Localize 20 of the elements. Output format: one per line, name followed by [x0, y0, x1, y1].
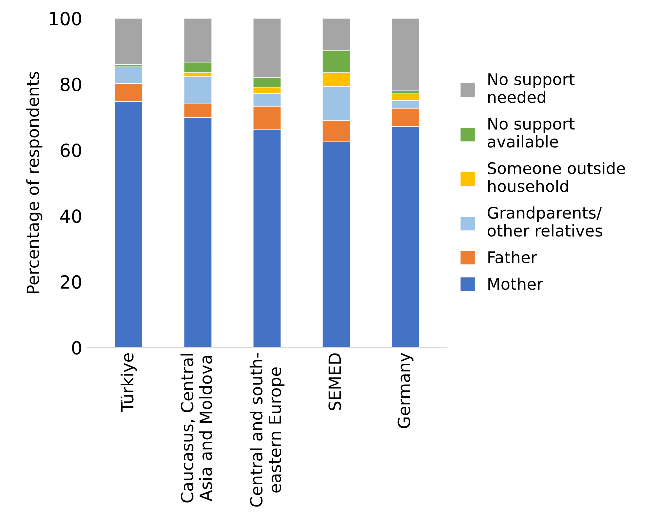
- legend-label: Father: [488, 251, 538, 264]
- x-tick-label: Central and south- eastern Europe: [250, 353, 285, 507]
- x-tick-label: Türkiye: [120, 354, 138, 412]
- bar: [392, 18, 420, 92]
- x-tick-label: SEMED: [328, 354, 342, 410]
- x-tick-label: Germany: [398, 353, 414, 428]
- legend-label: Grandparents/ other relatives: [488, 206, 602, 237]
- bar: [114, 18, 144, 65]
- y-tick-label: 100: [50, 12, 82, 26]
- y-tick-label: 20: [60, 275, 82, 290]
- y-tick-label: 60: [60, 144, 82, 158]
- y-axis-title: Percentage of respondents: [26, 72, 43, 294]
- legend-label: Mother: [488, 278, 544, 290]
- legend-label: No support needed: [488, 74, 575, 104]
- y-tick-label: 0: [72, 341, 82, 355]
- legend-label: No support available: [488, 118, 575, 148]
- x-tick-label: Caucasus, Central Asia and Moldova: [180, 354, 212, 503]
- y-tick-label: 40: [60, 210, 82, 224]
- legend-label: Someone outside household: [488, 162, 626, 192]
- y-tick-label: 80: [60, 78, 82, 92]
